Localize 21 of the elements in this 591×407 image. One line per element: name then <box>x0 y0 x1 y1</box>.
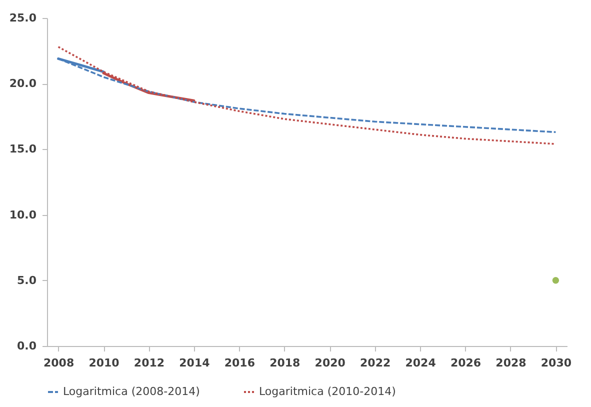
x-tick-label: 2022 <box>360 356 391 370</box>
y-tick-label: 0.0 <box>17 340 37 352</box>
legend-label: Logaritmica (2010-2014) <box>259 385 396 398</box>
x-tick-label: 2016 <box>224 356 256 370</box>
x-tick-label: 2018 <box>270 356 300 370</box>
y-tick-label: 25.0 <box>9 12 37 24</box>
x-tick-label: 2008 <box>43 356 74 370</box>
x-tick-label: 2028 <box>496 356 526 370</box>
y-tick-label: 15.0 <box>9 142 37 156</box>
y-tick-label: 20.0 <box>9 77 37 90</box>
legend-label: Logaritmica (2008-2014) <box>63 385 200 398</box>
x-tick-label: 2014 <box>179 356 210 370</box>
x-tick-label: 2010 <box>88 356 120 370</box>
x-tick-label: 2030 <box>540 356 572 370</box>
x-tick-label: 2020 <box>314 356 346 370</box>
y-tick-label: 10.0 <box>9 208 37 222</box>
x-tick-label: 2026 <box>450 356 482 370</box>
x-tick-label: 2024 <box>405 356 436 370</box>
line-series <box>57 46 557 145</box>
y-tick-label: 5.0 <box>17 274 37 287</box>
x-tick-label: 2012 <box>134 356 165 370</box>
